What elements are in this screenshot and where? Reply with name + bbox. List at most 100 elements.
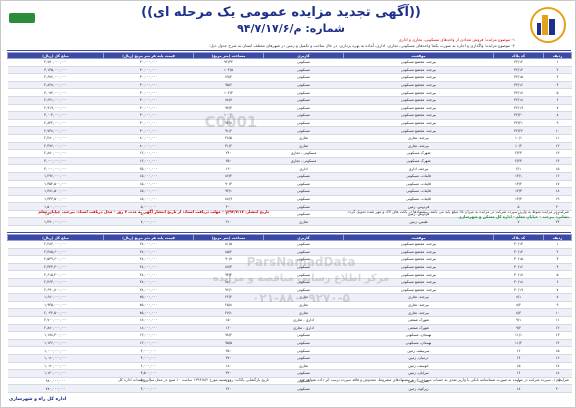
- cell-row: ۷: [543, 104, 572, 113]
- cell-row: ۲۰: [543, 384, 572, 393]
- cell-code: ۳۰/۱۸: [493, 278, 544, 287]
- table-row: ۱ ۳۲/۱۲ بیرجند- مجتمع مسکونی مسکونی ۹۲/۳۴ ۳۰,…: [7, 58, 572, 67]
- cell-code: ۳۲/۱۵: [493, 73, 544, 82]
- cell-area: ۱۸۰: [193, 362, 264, 371]
- cell-area: ۲۷۰: [193, 354, 264, 363]
- col-total: مبلغ کل (ریال): [7, 234, 104, 241]
- cell-code: ۱۸: [493, 384, 544, 393]
- cell-total: ۱,۲۹۶,۰۰۰,۰۰۰: [7, 172, 104, 181]
- notes-left: تاریخ انتشار: ۱۳۹۴/۷/۱۷ - مهلت دریافت اس…: [9, 209, 269, 231]
- corner-badge: [9, 13, 35, 23]
- cell-row: ۸: [543, 111, 572, 120]
- cell-total: ۳,۰۷۲,۰۰۰,۰۰۰: [7, 88, 104, 97]
- cell-use: مسکونی: [263, 104, 344, 113]
- cell-use: تجاری: [263, 142, 344, 151]
- cell-area: ۱۰۴/۵: [193, 66, 264, 75]
- cell-area: ۲۶۰: [193, 384, 264, 393]
- table-row: ۱۳ ۱۱/۱ نهبندان- مسکونی مسکونی ۹۸/۲ ۱۲,۰۰۰,۰۰…: [7, 331, 572, 340]
- cell-use: مسکونی: [263, 73, 344, 82]
- cell-area: ۱۵۰: [193, 316, 264, 325]
- cell-ppm: ۵,۰۰۰,۰۰۰: [103, 202, 194, 211]
- cell-total: ۲,۷۰۰,۰۰۰,۰۰۰: [7, 316, 104, 325]
- cell-area: ۳۰۰: [193, 210, 264, 219]
- cell-row: ۱۲: [543, 324, 572, 333]
- notes-address: نشانی: بیرجند - خیابان معلم - اداره کل م…: [458, 214, 569, 220]
- cell-total: ۲,۳۸۵,۶۰۰,۰۰۰: [7, 248, 104, 257]
- cell-ppm: ۱۸,۰۰۰,۰۰۰: [103, 324, 194, 333]
- cell-ppm: ۷۵,۰۰۰,۰۰۰: [103, 308, 194, 317]
- cell-ppm: ۱۵,۰۰۰,۰۰۰: [103, 172, 194, 181]
- cell-use: تجاری: [263, 134, 344, 143]
- table-row: ۷ ۳۲/۱۹ بیرجند- مجتمع مسکونی مسکونی ۹۷/۳ ۳۰,۰…: [7, 104, 572, 113]
- cell-area: ۸۶/۴: [193, 172, 264, 181]
- cell-use: مسکونی: [263, 58, 344, 67]
- col-code: کد پلاک: [493, 234, 544, 241]
- cell-code: ۳۰/۱۷: [493, 270, 544, 279]
- cell-code: ۱۷: [493, 377, 544, 386]
- table-row: ۶ ۳۲/۱۸ بیرجند- مجتمع مسکونی مسکونی ۸۸/۷ ۳۰,۰…: [7, 96, 572, 105]
- cell-row: ۲: [543, 248, 572, 257]
- cell-ppm: ۴,۰۰۰,۰۰۰: [103, 346, 194, 355]
- cell-code: ۱۵: [493, 362, 544, 371]
- cell-code: ۳۰/۱۳: [493, 240, 544, 249]
- cell-ppm: ۲۸,۰۰۰,۰۰۰: [103, 278, 194, 287]
- cell-area: ۸۸/۷: [193, 96, 264, 105]
- cell-loc: فردوس- زمین: [343, 202, 494, 211]
- cell-total: ۲,۸۸۰,۰۰۰,۰۰۰: [7, 324, 104, 333]
- table-header-row: ردیف کد پلاک موقعیت کاربری مساحت (متر مر…: [7, 52, 572, 59]
- cell-total: ۲,۶۹۰,۸۰۰,۰۰۰: [7, 286, 104, 295]
- cell-total: ۲,۴۶۴,۰۰۰,۰۰۰: [7, 278, 104, 287]
- cell-row: ۵: [543, 270, 572, 279]
- cell-ppm: ۱۲,۰۰۰,۰۰۰: [103, 331, 194, 340]
- cell-use: مسکونی: [263, 377, 344, 386]
- cell-loc: بیرجند- مجتمع مسکونی: [343, 263, 494, 272]
- cell-use: مسکونی: [263, 126, 344, 135]
- bottom-notes-right: شرایط: ۱- سپرده شرکت در مزایده به صورت ض…: [281, 377, 569, 395]
- cell-loc: بیرجند- مجتمع مسکونی: [343, 96, 494, 105]
- cell-total: ۲,۴۴۴,۴۰۰,۰۰۰: [7, 263, 104, 272]
- cell-loc: بیرجند- مجتمع مسکونی: [343, 126, 494, 135]
- notes-right: شرکت در مزایده منوط به واریز سپرده شرکت …: [281, 209, 569, 231]
- property-table-top: ردیف کد پلاک موقعیت کاربری مساحت (متر مر…: [7, 52, 572, 227]
- cell-area: ۸۷/۳: [193, 263, 264, 272]
- notes-right-text: شرکت در مزایده منوط به واریز سپرده شرکت …: [346, 209, 569, 214]
- cell-loc: بیرجند- مجتمع مسکونی: [343, 248, 494, 257]
- cell-total: ۱,۵۰۰,۰۰۰,۰۰۰: [7, 202, 104, 211]
- cell-row: ۱۳: [543, 149, 572, 158]
- cell-use: مسکونی: [263, 255, 344, 264]
- cell-loc: نهبندان- مسکونی: [343, 331, 494, 340]
- cell-use: مسکونی: [263, 339, 344, 348]
- table-row: ۱۱ ۹/۱ شهرک صنعتی اداری - تجاری ۱۵۰ ۱۸,۰۰۰,۰۰…: [7, 316, 572, 325]
- cell-total: ۱,۱۷۸,۴۰۰,۰۰۰: [7, 331, 104, 340]
- cell-area: ۸۵/۲: [193, 248, 264, 257]
- cell-row: ۱۷: [543, 362, 572, 371]
- table-row: ۱۸ ۱۶ سرایان- زمین مسکونی ۳۲۰ ۳,۵۰۰,۰۰۰ ۱,۱۲۰,…: [7, 369, 572, 378]
- cell-area: ۳۲۰: [193, 369, 264, 378]
- cell-code: ۱۳/۳: [493, 187, 544, 196]
- cell-code: ۲/۲۳: [493, 149, 544, 158]
- table-row: ۱۴ ۲/۲۴ شهرک مسکونی مسکونی - تجاری ۲۵۰ ۱۲,۰۰۰…: [7, 157, 572, 166]
- cell-row: ۱۳: [543, 331, 572, 340]
- table-row: ۳ ۳۲/۱۵ بیرجند- مجتمع مسکونی مسکونی ۸۹/۲ ۳۰,۰…: [7, 73, 572, 82]
- cell-loc: قاینات- مسکونی: [343, 180, 494, 189]
- cell-total: ۲,۶۷۶,۰۰۰,۰۰۰: [7, 73, 104, 82]
- cell-area: ۹۶/۱: [193, 286, 264, 295]
- table-row: ۱۹ ۱۳/۴ قاینات- مسکونی مسکونی ۸۸/۹ ۱۵,۰۰۰,۰۰۰…: [7, 195, 572, 204]
- cell-use: تجاری: [263, 301, 344, 310]
- cell-row: ۶: [543, 278, 572, 287]
- cell-use: مسکونی - تجاری: [263, 149, 344, 158]
- table-row: ۱۷ ۱۳/۲ قاینات- مسکونی مسکونی ۹۰/۳ ۱۵,۰۰۰,۰۰۰…: [7, 180, 572, 189]
- cell-ppm: ۳۰,۰۰۰,۰۰۰: [103, 96, 194, 105]
- cell-row: ۶: [543, 96, 572, 105]
- cell-ppm: ۳,۵۰۰,۰۰۰: [103, 369, 194, 378]
- cell-total: ۲,۲۸۰,۰۰۰,۰۰۰: [7, 134, 104, 143]
- cell-code: ۳۰/۱۹: [493, 286, 544, 295]
- cell-row: ۱: [543, 58, 572, 67]
- cell-code: ۷: [493, 217, 544, 227]
- table-row: ۵ ۳۰/۱۷ بیرجند- مجتمع مسکونی مسکونی ۹۳/۴ ۲۸,۰…: [7, 270, 572, 279]
- cell-code: ۸/۱: [493, 293, 544, 302]
- cell-use: تجاری: [263, 217, 344, 227]
- cell-code: ۹/۲: [493, 324, 544, 333]
- col-usage: کاربری: [263, 234, 344, 241]
- cell-ppm: ۴,۰۰۰,۰۰۰: [103, 354, 194, 363]
